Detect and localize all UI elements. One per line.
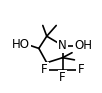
Text: F: F bbox=[41, 63, 48, 76]
Text: F: F bbox=[59, 71, 66, 84]
Text: OH: OH bbox=[74, 39, 92, 52]
Text: HO: HO bbox=[12, 38, 30, 51]
Text: F: F bbox=[77, 63, 84, 76]
Text: N: N bbox=[58, 39, 67, 52]
